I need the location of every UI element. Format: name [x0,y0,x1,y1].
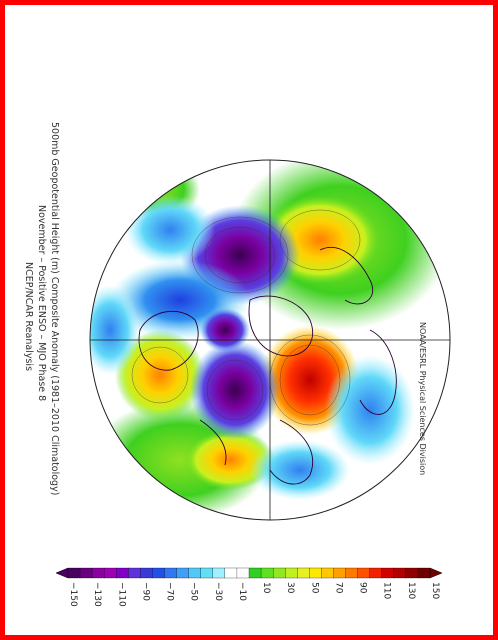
colorbar-max-arrow [429,567,443,579]
colorbar-swatch [309,567,322,579]
map-title: 500mb Geopotential Height (m) Composite … [23,122,60,495]
colorbar-tick-label: 110 [382,582,392,599]
colorbar-swatch [140,567,153,579]
colorbar-swatch [224,567,238,579]
colorbar-swatch [417,567,431,579]
colorbar-swatch [104,567,117,579]
colorbar-tick-label: −90 [140,582,150,601]
colorbar [55,567,443,579]
colorbar-tick-label: 30 [285,582,295,594]
colorbar-swatch [272,567,286,579]
colorbar-swatch [297,567,310,579]
colorbar-tick-label: 90 [358,582,368,594]
colorbar-swatch [188,567,202,579]
colorbar-swatch [116,567,129,579]
title-line-2: November – Positive ENSO – MJO Phase 8 [36,205,47,401]
map-disc [90,160,450,520]
colorbar-tick-label: −50 [189,582,199,601]
colorbar-swatch [381,567,395,579]
colorbar-swatch [67,567,81,579]
colorbar-swatch [405,567,419,579]
colorbar-tick-label: 10 [261,582,271,594]
colorbar-swatch [176,567,190,579]
title-line-1: 500mb Geopotential Height (m) Composite … [49,122,60,495]
colorbar-swatch [164,567,177,579]
colorbar-labels: −150 −130 −110 −90 −70 −50 −30 −10 10 30 50 70 90 110… [68,582,440,607]
colorbar-swatch [91,567,105,579]
colorbar-tick-label: 70 [333,582,343,594]
credit-label: NOAA/ESRL Physical Sciences Division [418,322,427,475]
colorbar-swatch [333,567,346,579]
colorbar-swatch [212,567,226,579]
title-line-3: NCEP/NCAR Reanalysis [23,262,34,371]
colorbar-swatch [248,567,262,579]
colorbar-swatch [128,567,141,579]
colorbar-tick-label: 130 [406,582,416,599]
colorbar-swatch [260,567,274,579]
colorbar-swatch [285,567,298,579]
colorbar-tick-label: 150 [430,582,440,599]
colorbar-tick-label: −110 [116,582,126,607]
colorbar-min-arrow [55,567,69,579]
colorbar-tick-label: 50 [309,582,319,594]
colorbar-swatch [152,567,165,579]
colorbar-tick-label: −130 [92,582,102,607]
colorbar-tick-label: −150 [68,582,78,607]
colorbar-swatch [236,567,250,579]
colorbar-tick-label: −10 [237,582,247,601]
colorbar-swatch [200,567,214,579]
colorbar-swatch [357,567,371,579]
colorbar-tick-label: −70 [165,582,175,601]
colorbar-tick-label: −30 [213,582,223,601]
colorbar-swatch [321,567,334,579]
colorbar-swatch [345,567,358,579]
colorbar-swatch [369,567,383,579]
colorbar-swatch [79,567,93,579]
colorbar-swatch [393,567,407,579]
